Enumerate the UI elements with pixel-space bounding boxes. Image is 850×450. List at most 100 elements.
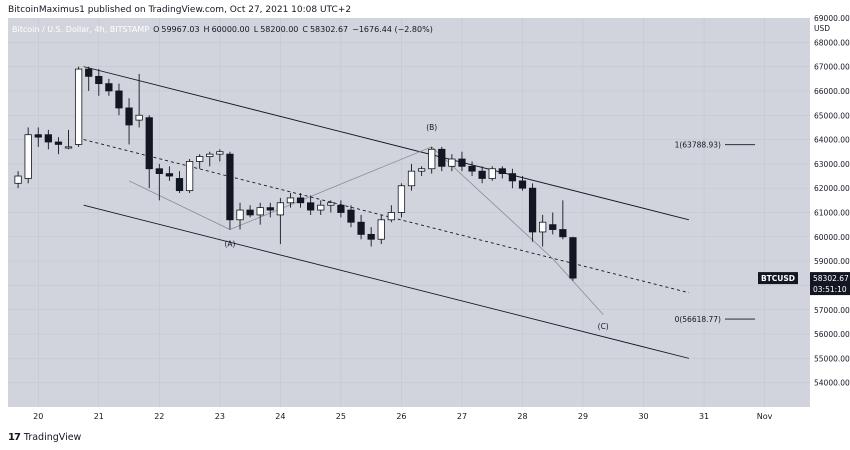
candle-down: [528, 187, 537, 233]
candle-up: [417, 168, 426, 172]
x-tick-label: 30: [638, 412, 648, 421]
candle-up: [256, 207, 264, 216]
candle-up: [206, 153, 214, 157]
candle-down: [155, 168, 163, 175]
candle-up: [377, 219, 385, 240]
x-tick-label: 26: [396, 412, 406, 421]
candle-down: [508, 173, 517, 182]
legend-ohlc-label: O: [153, 25, 159, 34]
candle-down: [357, 221, 365, 235]
footer[interactable]: 17 TradingView: [8, 432, 81, 443]
candle-up: [135, 114, 143, 121]
candle-up: [448, 158, 456, 167]
symbol-tag: [758, 272, 798, 285]
candle-up: [236, 209, 244, 221]
candle-down: [337, 204, 345, 213]
symbol-tag-text: BTCUSD: [761, 274, 795, 283]
candle-down: [226, 153, 234, 221]
y-tick-label: 61000.00: [814, 209, 850, 218]
channel-upper-line: [83, 66, 690, 221]
candle-down: [95, 75, 103, 85]
x-tick-label: 21: [94, 412, 104, 421]
y-tick-label: 64000.00: [814, 136, 850, 145]
candle-up: [327, 202, 335, 206]
candle-down: [105, 83, 113, 92]
x-tick-label: 22: [154, 412, 164, 421]
y-tick-label: 65000.00: [814, 111, 850, 120]
candle-up: [488, 168, 496, 179]
publish-info: published on TradingView.com, Oct 27, 20…: [87, 5, 352, 15]
y-tick-label: 69000.00: [814, 14, 850, 23]
candle-up: [14, 175, 22, 184]
candle-up: [64, 146, 73, 149]
candle-down: [478, 170, 486, 179]
wave-label: (B): [426, 123, 437, 132]
x-axis-band: [0, 407, 850, 450]
tradingview-logo-icon: 17: [8, 432, 21, 443]
candle-down: [266, 207, 274, 211]
candle-down: [498, 168, 506, 175]
candle-up: [286, 197, 295, 204]
legend-ohlc-value: 58200.00: [260, 25, 298, 34]
candle-up: [539, 221, 547, 233]
candle-down: [115, 90, 123, 109]
price-tag: [810, 272, 850, 296]
y-tick-label: 66000.00: [814, 87, 850, 96]
y-axis-band: [810, 0, 850, 407]
y-tick-label: 62000.00: [814, 184, 850, 193]
price-tag-countdown: 03:51:10: [813, 285, 847, 294]
candle-up: [216, 151, 224, 155]
candle-up: [317, 204, 325, 211]
y-tick-label: 63000.00: [814, 160, 850, 169]
fib-level-label: 1(63788.93): [675, 141, 721, 150]
y-tick-label: 67000.00: [814, 63, 850, 72]
axis-currency-label: USD: [814, 24, 830, 33]
candle-up: [387, 212, 395, 221]
y-tick-label: 57000.00: [814, 306, 850, 315]
price-tag-value: 58302.67: [813, 274, 849, 283]
x-tick-label: 25: [336, 412, 346, 421]
x-tick-label: 20: [33, 412, 43, 421]
candle-down: [458, 158, 466, 167]
candle-down: [438, 148, 446, 167]
legend-symbol: Bitcoin / U.S. Dollar, 4h, BITSTAMP: [12, 25, 149, 34]
candle-down: [34, 134, 42, 138]
candle-down: [54, 141, 63, 145]
candle-down: [246, 209, 254, 216]
candle-down: [569, 237, 577, 279]
candle-down: [175, 178, 184, 192]
y-tick-label: 55000.00: [814, 354, 850, 363]
y-tick-label: 54000.00: [814, 379, 850, 388]
candle-down: [518, 180, 527, 189]
wave-label: (C): [598, 322, 609, 331]
candle-down: [347, 209, 355, 223]
candle-down: [44, 134, 52, 143]
candle-down: [125, 107, 133, 126]
candle-down: [367, 233, 375, 240]
channel-mid-line: [83, 139, 690, 294]
candle-up: [74, 68, 83, 145]
y-tick-label: 60000.00: [814, 233, 850, 242]
legend-ohlc-label: L: [254, 25, 259, 34]
y-tick-label: 68000.00: [814, 38, 850, 47]
y-tick-label: 56000.00: [814, 330, 850, 339]
legend-ohlc-label: C: [302, 25, 308, 34]
candle-up: [24, 134, 32, 179]
candle-down: [307, 202, 315, 211]
publish-header: BitcoinMaximus1 published on TradingView…: [8, 5, 351, 15]
candle-up: [196, 156, 204, 162]
candle-down: [85, 68, 93, 77]
candle-up: [185, 161, 194, 192]
candle-up: [276, 202, 285, 216]
legend-ohlc-label: H: [204, 25, 210, 34]
author-name[interactable]: BitcoinMaximus1: [8, 5, 85, 15]
candle-down: [549, 224, 557, 230]
legend-change: −1676.44 (−2.80%): [352, 25, 433, 34]
x-tick-label: 29: [578, 412, 588, 421]
candle-up: [397, 185, 406, 213]
x-tick-label: 23: [215, 412, 225, 421]
wave-label: (A): [224, 240, 235, 249]
legend-ohlc-value: 60000.00: [212, 25, 250, 34]
x-tick-label: 28: [517, 412, 527, 421]
